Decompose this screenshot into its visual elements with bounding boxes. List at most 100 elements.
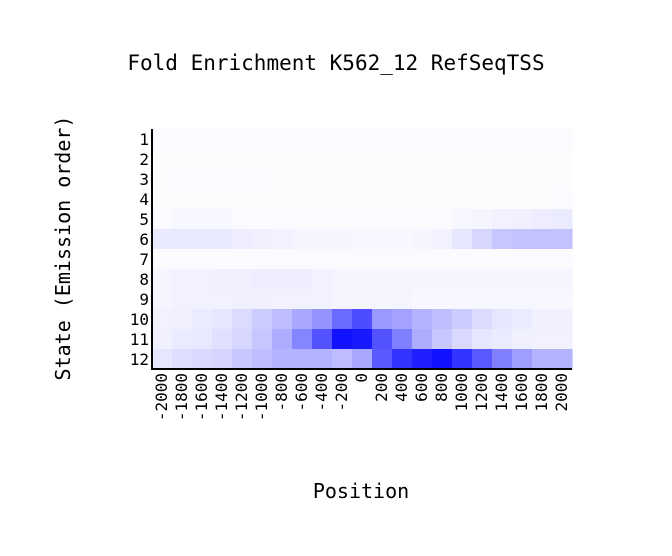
heatmap-cell (232, 249, 253, 270)
heatmap-cell (232, 209, 253, 230)
heatmap-cell (192, 229, 213, 250)
heatmap-cell (472, 249, 493, 270)
heatmap-cell (272, 249, 293, 270)
x-tick-label: 0 (352, 373, 371, 383)
heatmap-cell (292, 129, 313, 150)
heatmap-cell (192, 249, 213, 270)
heatmap-cell (192, 309, 213, 330)
heatmap-cell (172, 209, 193, 230)
heatmap-cell (512, 289, 533, 310)
heatmap-cell (512, 209, 533, 230)
heatmap-axes (151, 129, 572, 370)
heatmap-cell (552, 129, 573, 150)
heatmap-cell (192, 149, 213, 170)
heatmap-cell (392, 149, 413, 170)
heatmap-cell (212, 129, 233, 150)
heatmap-cell (192, 349, 213, 370)
heatmap-cell (252, 289, 273, 310)
heatmap-cell (532, 189, 553, 210)
heatmap-cell (352, 149, 373, 170)
heatmap-cell (512, 189, 533, 210)
heatmap-cell (152, 169, 173, 190)
heatmap-cell (192, 169, 213, 190)
heatmap-cell (292, 189, 313, 210)
heatmap-cell (292, 329, 313, 350)
heatmap-cell (452, 149, 473, 170)
heatmap-cell (192, 209, 213, 230)
heatmap-cell (332, 329, 353, 350)
heatmap-cell (232, 329, 253, 350)
heatmap-cell (272, 209, 293, 230)
heatmap-cell (432, 129, 453, 150)
heatmap-cell (252, 229, 273, 250)
heatmap-cell (552, 149, 573, 170)
heatmap-cell (272, 329, 293, 350)
heatmap-cell (172, 289, 193, 310)
y-tick-label: 2 (139, 150, 149, 169)
heatmap-cell (272, 289, 293, 310)
heatmap-cell (472, 169, 493, 190)
heatmap-cell (332, 229, 353, 250)
heatmap-cell (372, 309, 393, 330)
heatmap-cell (292, 169, 313, 190)
heatmap-cell (152, 149, 173, 170)
y-tick-label: 11 (130, 330, 149, 349)
heatmap-cell (372, 269, 393, 290)
y-tick-label: 1 (139, 130, 149, 149)
heatmap-cell (292, 149, 313, 170)
heatmap-cell (512, 149, 533, 170)
heatmap-cell (472, 229, 493, 250)
x-tick-label: 600 (412, 373, 431, 402)
heatmap-cell (352, 189, 373, 210)
heatmap-cell (292, 249, 313, 270)
x-tick-label: -200 (332, 373, 351, 412)
heatmap-cell (292, 349, 313, 370)
heatmap-cells (152, 129, 573, 370)
x-tick-label: 800 (432, 373, 451, 402)
heatmap-cell (532, 169, 553, 190)
heatmap-cell (452, 269, 473, 290)
heatmap-cell (552, 329, 573, 350)
heatmap-cell (412, 229, 433, 250)
heatmap-cell (212, 349, 233, 370)
heatmap-cell (452, 169, 473, 190)
heatmap-cell (432, 349, 453, 370)
heatmap-cell (272, 349, 293, 370)
heatmap-cell (352, 229, 373, 250)
heatmap-cell (552, 289, 573, 310)
heatmap-cell (492, 129, 513, 150)
heatmap-cell (332, 129, 353, 150)
heatmap-cell (372, 229, 393, 250)
heatmap-cell (252, 269, 273, 290)
heatmap-cell (172, 129, 193, 150)
heatmap-cell (332, 309, 353, 330)
heatmap-cell (472, 329, 493, 350)
heatmap-cell (392, 309, 413, 330)
heatmap-cell (292, 209, 313, 230)
heatmap-cell (152, 129, 173, 150)
heatmap-cell (392, 289, 413, 310)
heatmap-cell (292, 289, 313, 310)
heatmap-cell (552, 269, 573, 290)
y-tick-label: 3 (139, 170, 149, 189)
heatmap-cell (372, 189, 393, 210)
heatmap-cell (492, 309, 513, 330)
heatmap-cell (312, 309, 333, 330)
heatmap-cell (472, 149, 493, 170)
x-axis-label: Position (313, 479, 409, 503)
heatmap-cell (372, 329, 393, 350)
heatmap-cell (232, 229, 253, 250)
heatmap-cell (432, 309, 453, 330)
heatmap-cell (392, 229, 413, 250)
heatmap-cell (272, 149, 293, 170)
heatmap-cell (552, 249, 573, 270)
heatmap-cell (332, 209, 353, 230)
heatmap-cell (152, 249, 173, 270)
heatmap-cell (372, 289, 393, 310)
heatmap-cell (232, 289, 253, 310)
heatmap-cell (272, 189, 293, 210)
heatmap-cell (532, 129, 553, 150)
heatmap-cell (232, 349, 253, 370)
